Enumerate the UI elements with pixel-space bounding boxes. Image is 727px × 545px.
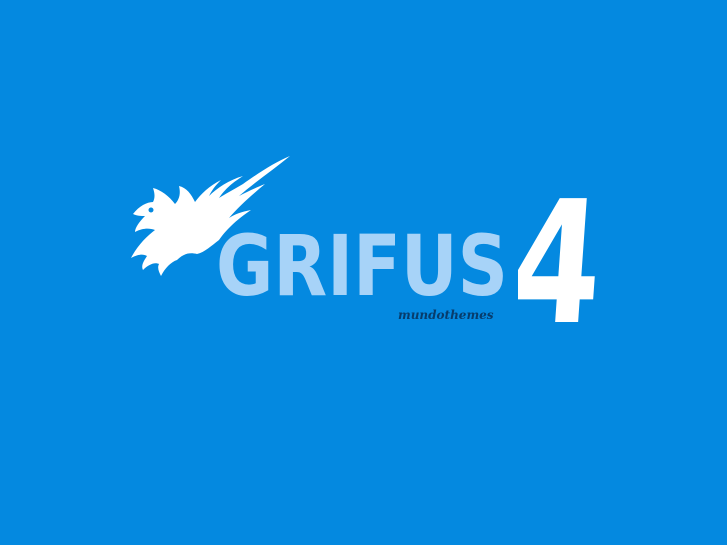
- griffin-icon: [131, 156, 290, 276]
- wordmark-text: GRIFUS: [216, 217, 508, 310]
- grifus-wordmark: GRIFUS: [216, 217, 508, 310]
- tagline-label: mundothemes: [398, 308, 494, 322]
- version-number: 4: [518, 172, 608, 337]
- version-text: 4: [518, 172, 608, 337]
- tagline: mundothemes: [398, 308, 494, 322]
